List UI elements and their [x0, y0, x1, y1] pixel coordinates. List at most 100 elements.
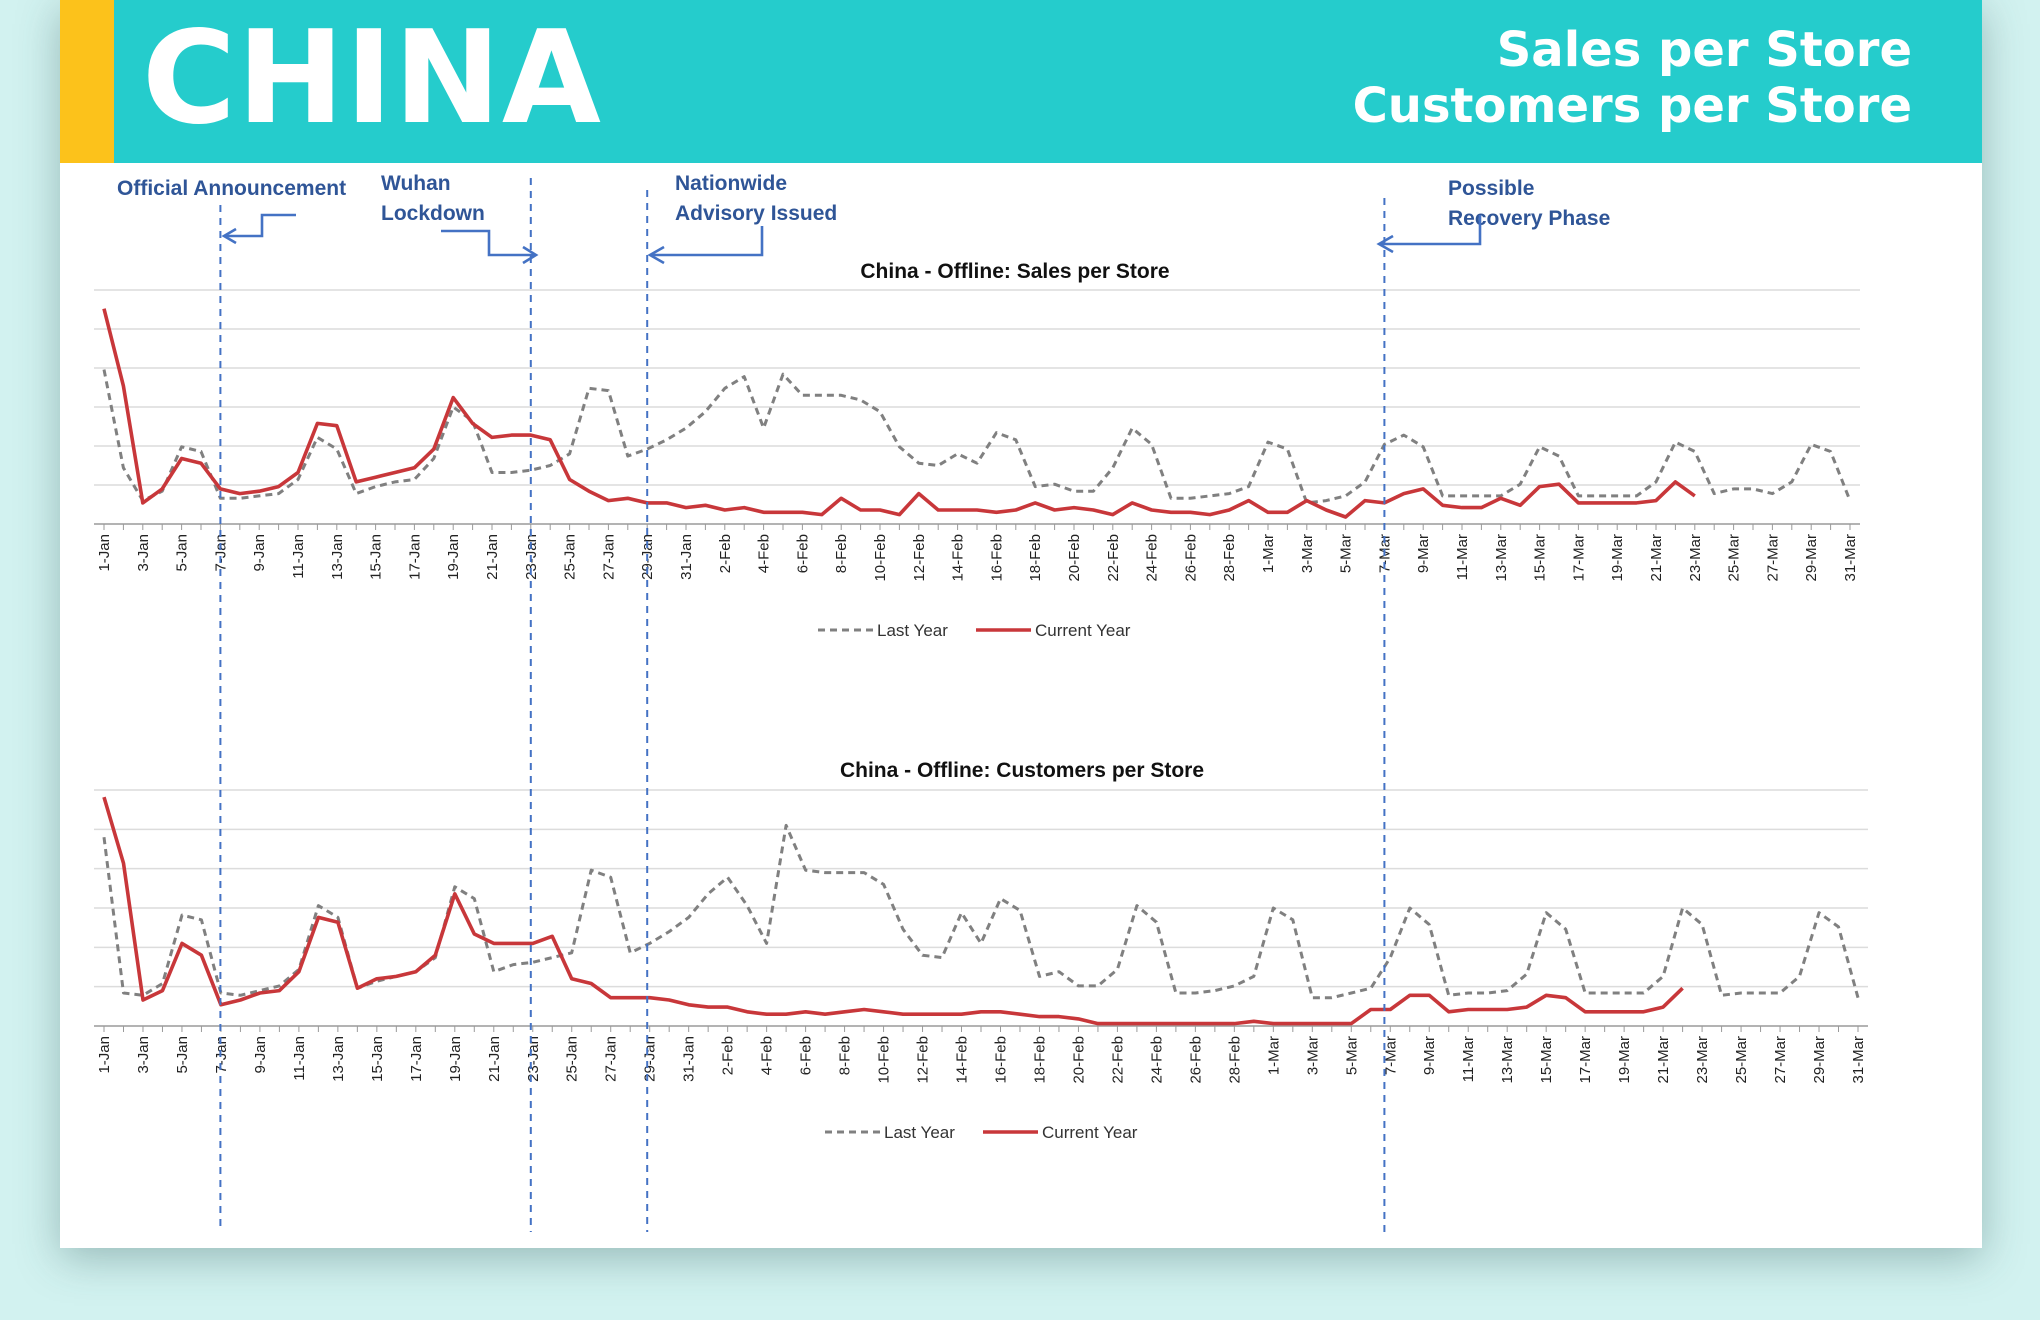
- x-tick-label: 17-Mar: [1577, 1036, 1594, 1084]
- x-tick-label: 1-Mar: [1260, 534, 1277, 573]
- annotation-label: Official Announcement: [117, 177, 346, 200]
- page-title: CHINA: [142, 4, 602, 153]
- slide-card: CHINA Sales per Store Customers per Stor…: [60, 0, 1982, 1248]
- x-tick-label: 6-Feb: [794, 534, 811, 573]
- x-tick-label: 17-Jan: [406, 534, 423, 580]
- x-tick-label: 28-Feb: [1226, 1036, 1243, 1084]
- x-tick-label: 16-Feb: [992, 1036, 1009, 1084]
- legend-label: Last Year: [877, 621, 948, 640]
- last-year-series-line: [102, 369, 1852, 505]
- legend-label: Last Year: [884, 1123, 955, 1142]
- x-tick-label: 7-Mar: [1382, 1036, 1399, 1075]
- annotation-label: Lockdown: [381, 202, 485, 225]
- x-tick-label: 5-Mar: [1343, 1036, 1360, 1075]
- x-tick-label: 25-Jan: [562, 534, 579, 580]
- x-tick-label: 3-Mar: [1304, 1036, 1321, 1075]
- subtitle-line: Customers per Store: [1352, 78, 1912, 134]
- annotation-label: Nationwide: [675, 172, 787, 195]
- x-tick-label: 2-Feb: [717, 534, 734, 573]
- x-tick-label: 19-Jan: [447, 1036, 464, 1082]
- x-tick-label: 7-Jan: [212, 534, 229, 572]
- x-tick-label: 5-Jan: [174, 1036, 191, 1074]
- x-tick-label: 3-Jan: [135, 534, 152, 572]
- x-tick-label: 19-Jan: [445, 534, 462, 580]
- x-tick-label: 13-Jan: [330, 1036, 347, 1082]
- annotation-arrowhead: [1376, 234, 1394, 254]
- current-year-series-line: [102, 308, 1696, 519]
- x-tick-label: 4-Feb: [756, 534, 773, 573]
- annotation-arrowhead: [221, 227, 237, 245]
- x-tick-label: 1-Jan: [96, 1036, 113, 1074]
- legend-label: Current Year: [1042, 1123, 1138, 1142]
- x-tick-label: 31-Jan: [678, 534, 695, 580]
- x-tick-label: 14-Feb: [950, 534, 967, 582]
- header-subtitles: Sales per Store Customers per Store: [1353, 22, 1912, 134]
- x-tick-label: 18-Feb: [1027, 534, 1044, 582]
- x-tick-label: 21-Jan: [484, 534, 501, 580]
- annotation-arrow: [441, 229, 535, 257]
- x-tick-label: 17-Mar: [1570, 534, 1587, 582]
- x-tick-label: 10-Feb: [876, 1036, 893, 1084]
- x-tick-label: 26-Feb: [1182, 534, 1199, 582]
- x-tick-label: 25-Jan: [564, 1036, 581, 1082]
- x-tick-label: 23-Mar: [1687, 534, 1704, 582]
- x-tick-label: 11-Mar: [1460, 1036, 1477, 1082]
- x-tick-label: 23-Jan: [525, 1036, 542, 1082]
- x-tick-label: 10-Feb: [872, 534, 889, 582]
- x-tick-label: 5-Mar: [1338, 534, 1355, 573]
- x-tick-label: 9-Jan: [252, 1036, 269, 1074]
- x-tick-label: 5-Jan: [174, 534, 191, 572]
- x-tick-label: 27-Mar: [1764, 534, 1781, 582]
- x-tick-label: 1-Jan: [96, 534, 113, 572]
- x-tick-label: 15-Mar: [1538, 1036, 1555, 1084]
- x-tick-label: 8-Feb: [833, 534, 850, 573]
- annotation-label: Recovery Phase: [1448, 207, 1610, 230]
- x-tick-label: 22-Feb: [1109, 1036, 1126, 1084]
- annotation-label: Wuhan: [381, 172, 451, 195]
- x-tick-label: 6-Feb: [798, 1036, 815, 1075]
- x-tick-label: 31-Mar: [1850, 1036, 1867, 1084]
- annotation-label: Possible: [1448, 177, 1534, 200]
- x-tick-label: 29-Jan: [642, 1036, 659, 1082]
- annotation-arrow: [1380, 215, 1482, 246]
- x-tick-label: 27-Jan: [600, 534, 617, 580]
- x-tick-label: 15-Jan: [368, 534, 385, 580]
- x-tick-label: 13-Mar: [1493, 534, 1510, 582]
- x-tick-label: 19-Mar: [1616, 1036, 1633, 1084]
- chart-title: China - Offline: Sales per Store: [860, 260, 1169, 283]
- x-tick-label: 31-Jan: [681, 1036, 698, 1082]
- x-tick-label: 3-Jan: [135, 1036, 152, 1074]
- x-tick-label: 11-Mar: [1454, 534, 1471, 580]
- x-tick-label: 9-Jan: [251, 534, 268, 572]
- x-tick-label: 20-Feb: [1070, 1036, 1087, 1084]
- annotation-arrowhead: [522, 245, 539, 265]
- annotation-label: Advisory Issued: [675, 202, 837, 225]
- x-tick-label: 3-Mar: [1299, 534, 1316, 573]
- x-tick-label: 24-Feb: [1144, 534, 1161, 582]
- current-year-series-line: [102, 796, 1684, 1026]
- x-tick-label: 8-Feb: [837, 1036, 854, 1075]
- x-tick-label: 9-Mar: [1421, 1036, 1438, 1075]
- x-tick-label: 12-Feb: [911, 534, 928, 582]
- x-tick-label: 25-Mar: [1733, 1036, 1750, 1084]
- x-tick-label: 16-Feb: [988, 534, 1005, 582]
- header-banner: CHINA Sales per Store Customers per Stor…: [60, 0, 1982, 163]
- x-tick-label: 27-Jan: [603, 1036, 620, 1082]
- annotation-arrowhead: [647, 245, 665, 265]
- x-tick-label: 4-Feb: [759, 1036, 776, 1075]
- x-tick-label: 2-Feb: [720, 1036, 737, 1075]
- x-tick-label: 7-Jan: [213, 1036, 230, 1074]
- x-tick-label: 15-Jan: [369, 1036, 386, 1082]
- x-tick-label: 13-Mar: [1499, 1036, 1516, 1084]
- x-tick-label: 24-Feb: [1148, 1036, 1165, 1084]
- x-tick-label: 11-Jan: [291, 1036, 308, 1081]
- x-tick-label: 29-Mar: [1803, 534, 1820, 582]
- x-tick-label: 19-Mar: [1609, 534, 1626, 582]
- x-tick-label: 17-Jan: [408, 1036, 425, 1082]
- subtitle-line: Sales per Store: [1496, 22, 1912, 78]
- x-tick-label: 21-Mar: [1648, 534, 1665, 582]
- accent-bar: [60, 0, 114, 163]
- annotation-arrow: [651, 226, 764, 257]
- x-tick-label: 31-Mar: [1842, 534, 1859, 582]
